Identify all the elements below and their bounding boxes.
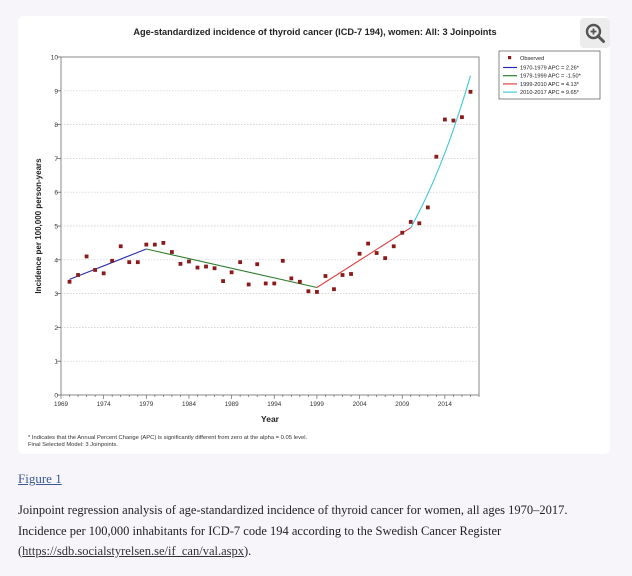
observed-point <box>468 89 473 94</box>
observed-point <box>340 273 345 277</box>
zoom-button[interactable] <box>580 18 610 48</box>
observed-point <box>229 270 234 275</box>
observed-point <box>332 287 336 292</box>
legend-label-3: 1999-2010 APC = 4.13* <box>520 82 580 88</box>
observed-point <box>67 279 72 284</box>
x-tick-label: 1984 <box>182 401 197 408</box>
observed-point <box>349 272 353 276</box>
observed-point <box>460 115 464 120</box>
observed-point <box>306 289 311 294</box>
y-tick-label: 2 <box>54 325 58 332</box>
observed-point <box>169 250 174 254</box>
trend-segment-2 <box>146 248 318 289</box>
observed-point <box>246 282 251 287</box>
trend-segment-4 <box>410 75 472 228</box>
figure-caption: Joinpoint regression analysis of age-sta… <box>18 500 614 562</box>
chart-title: Age-standardized incidence of thyroid ca… <box>133 27 496 37</box>
observed-point <box>442 117 447 122</box>
footnote-apc: * Indicates that the Annual Percent Chan… <box>28 435 307 441</box>
observed-point <box>357 251 362 256</box>
observed-point <box>221 279 225 283</box>
observed-point <box>391 244 396 249</box>
x-tick-label: 1969 <box>54 401 69 408</box>
observed-point <box>101 271 106 276</box>
observed-point <box>161 241 166 245</box>
y-tick-label: 10 <box>51 55 59 62</box>
y-tick-label: 5 <box>54 224 58 231</box>
legend-label-observed: Observed <box>520 56 544 62</box>
observed-point <box>417 221 422 226</box>
y-tick-label: 6 <box>54 190 58 197</box>
observed-point <box>434 154 439 159</box>
legend-marker-observed <box>508 56 512 60</box>
observed-point <box>383 256 388 261</box>
observed-point <box>280 258 285 263</box>
observed-point <box>263 281 268 286</box>
chart: Age-standardized incidence of thyroid ca… <box>28 27 601 448</box>
y-tick-label: 0 <box>54 393 58 400</box>
y-tick-label: 4 <box>54 257 58 264</box>
observed-point <box>178 261 183 266</box>
figure-panel: Age-standardized incidence of thyroid ca… <box>18 16 610 454</box>
observed-point <box>135 260 140 265</box>
y-axis-label: Incidence per 100,000 person-years <box>34 158 43 294</box>
observed-point <box>84 254 89 259</box>
observed-point <box>425 205 430 210</box>
legend-label-1: 1970-1979 APC = 2.26* <box>520 66 580 72</box>
y-tick-label: 7 <box>54 156 58 163</box>
observed-point <box>212 266 217 271</box>
zoom-in-icon <box>585 23 605 43</box>
observed-point <box>127 260 132 265</box>
observed-point <box>408 220 413 224</box>
observed-point <box>238 260 243 265</box>
footnote-model: Final Selected Model: 3 Joinpoints. <box>28 442 118 448</box>
x-tick-label: 2004 <box>353 401 368 408</box>
observed-point <box>152 242 157 247</box>
observed-point <box>315 290 319 294</box>
caption-source-link[interactable]: https://sdb.socialstyrelsen.se/if_can/va… <box>22 544 245 558</box>
observed-point <box>76 273 80 277</box>
legend-label-2: 1979-1999 APC = -1.50* <box>520 74 582 80</box>
x-tick-label: 2014 <box>438 401 453 408</box>
x-tick-label: 1999 <box>310 401 325 408</box>
observed-point <box>400 230 405 235</box>
x-tick-label: 1994 <box>267 401 282 408</box>
x-tick-label: 1979 <box>139 401 154 408</box>
trend-segment-3 <box>316 227 412 288</box>
x-tick-label: 1989 <box>225 401 240 408</box>
observed-point <box>195 265 200 270</box>
observed-point <box>204 264 208 269</box>
x-tick-label: 1974 <box>97 401 112 408</box>
x-tick-label: 2009 <box>395 401 410 408</box>
trend-segment-1 <box>69 248 147 280</box>
caption-close: ). <box>244 544 252 558</box>
observed-point <box>374 251 379 255</box>
observed-point <box>118 244 123 249</box>
x-axis-label: Year <box>261 414 280 424</box>
caption-open: ( <box>18 544 23 558</box>
observed-point <box>297 279 302 284</box>
y-tick-label: 8 <box>54 122 58 129</box>
y-tick-label: 1 <box>54 359 58 366</box>
observed-point <box>289 276 294 281</box>
observed-point <box>93 268 98 272</box>
figure-link[interactable]: Figure 1 <box>18 471 62 486</box>
y-tick-label: 9 <box>54 88 58 95</box>
observed-point <box>451 118 456 123</box>
y-tick-label: 3 <box>54 291 58 298</box>
legend-box <box>498 50 601 100</box>
observed-point <box>110 258 115 263</box>
observed-point <box>144 242 149 247</box>
observed-point <box>323 274 328 278</box>
observed-point <box>187 259 191 264</box>
observed-point <box>272 281 277 286</box>
observed-point <box>255 262 260 267</box>
caption-text: Joinpoint regression analysis of age-sta… <box>18 503 568 538</box>
observed-point <box>366 241 371 246</box>
legend-label-4: 2010-2017 APC = 9.65* <box>520 90 580 96</box>
